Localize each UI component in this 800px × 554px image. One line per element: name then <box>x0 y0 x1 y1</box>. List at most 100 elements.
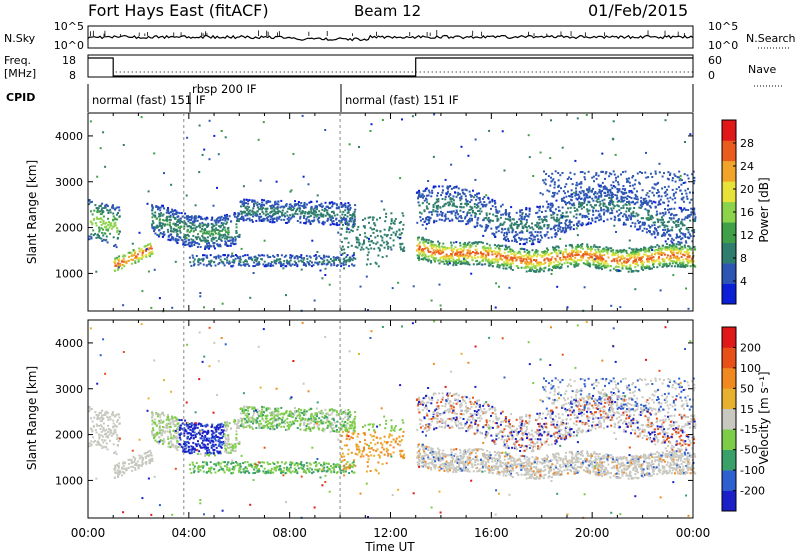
power-cell <box>208 260 210 263</box>
power-cell <box>298 256 301 258</box>
power-cell <box>418 194 420 197</box>
power-cell <box>449 203 452 206</box>
power-cell <box>644 250 647 253</box>
power-cell <box>356 246 359 249</box>
power-cell <box>284 204 287 207</box>
power-cell <box>459 241 462 244</box>
power-cell <box>547 203 550 206</box>
power-cell <box>192 256 195 259</box>
power-cell <box>447 263 450 266</box>
power-cell <box>376 241 379 244</box>
power-cell <box>543 254 546 257</box>
power-cell <box>689 249 692 251</box>
power-cell <box>587 191 590 194</box>
power-cell <box>430 260 433 262</box>
power-cell <box>246 254 249 257</box>
power-cell <box>458 220 460 223</box>
power-cell <box>512 252 515 255</box>
power-cell <box>652 263 654 266</box>
power-cell <box>193 240 196 243</box>
power-cell <box>478 198 481 201</box>
power-cell <box>116 227 119 230</box>
power-cell <box>511 229 514 232</box>
power-cell <box>233 215 236 218</box>
power-cell <box>163 219 166 222</box>
power-cell <box>690 198 693 201</box>
power-cell <box>205 224 208 227</box>
power-cell <box>401 242 404 245</box>
power-cell <box>169 239 172 242</box>
power-cell <box>440 194 443 197</box>
power-cell <box>530 260 533 263</box>
power-cell <box>147 247 150 250</box>
power-cell <box>610 173 613 176</box>
power-cell <box>570 253 573 256</box>
power-cell <box>346 215 349 218</box>
power-cell <box>481 252 484 255</box>
power-cell <box>233 212 236 214</box>
power-cell <box>557 227 560 230</box>
power-cell <box>496 254 499 257</box>
power-cell <box>230 236 233 239</box>
power-cell <box>441 191 444 194</box>
power-cell <box>220 224 223 227</box>
power-noise-cell <box>528 156 531 159</box>
power-cell <box>550 258 553 261</box>
power-cell <box>425 255 428 258</box>
power-cell <box>352 253 355 256</box>
power-cell <box>214 230 216 233</box>
power-cell <box>214 236 217 239</box>
power-cell <box>226 245 229 247</box>
power-cell <box>676 176 679 179</box>
power-cell <box>633 256 636 259</box>
power-cell <box>219 243 222 246</box>
power-cell <box>686 259 689 262</box>
power-cell <box>683 264 686 267</box>
power-noise-cell <box>208 119 211 122</box>
power-cell <box>263 265 266 268</box>
power-cell <box>248 217 251 220</box>
power-cell <box>118 264 121 267</box>
power-cell <box>679 230 681 233</box>
power-cell <box>677 221 680 224</box>
power-cell <box>567 224 569 227</box>
power-noise-cell <box>399 236 402 239</box>
power-cell <box>641 229 644 232</box>
power-cell <box>590 249 592 252</box>
power-cell <box>295 203 298 206</box>
power-cell <box>441 256 444 259</box>
power-cell <box>544 266 547 269</box>
power-cell <box>228 240 231 242</box>
power-cell <box>158 212 161 215</box>
power-cell <box>446 185 449 188</box>
power-cell <box>102 219 105 222</box>
power-cell <box>277 200 280 203</box>
power-cell <box>118 209 121 212</box>
power-cell <box>382 241 385 244</box>
power-cell <box>677 259 680 262</box>
power-cell <box>625 250 628 253</box>
power-cell <box>594 191 597 193</box>
power-cell <box>567 190 569 193</box>
power-cell <box>346 206 349 209</box>
power-cell <box>578 245 581 248</box>
power-cell <box>468 254 471 257</box>
power-cell <box>452 199 455 202</box>
power-cell <box>215 255 218 258</box>
power-cell <box>116 213 118 216</box>
power-cell <box>169 225 172 228</box>
power-cell <box>549 209 552 212</box>
power-cell <box>476 218 479 221</box>
power-cell <box>281 264 284 267</box>
power-cell <box>342 264 345 266</box>
power-cell <box>683 173 686 176</box>
power-cell <box>188 225 191 228</box>
power-cell <box>314 261 317 264</box>
power-cell <box>650 200 653 203</box>
power-cell <box>553 181 556 184</box>
power-cell <box>435 205 438 207</box>
power-cell <box>94 232 97 235</box>
power-cell <box>588 264 591 267</box>
power-cell <box>647 224 650 227</box>
power-cell <box>197 233 199 236</box>
